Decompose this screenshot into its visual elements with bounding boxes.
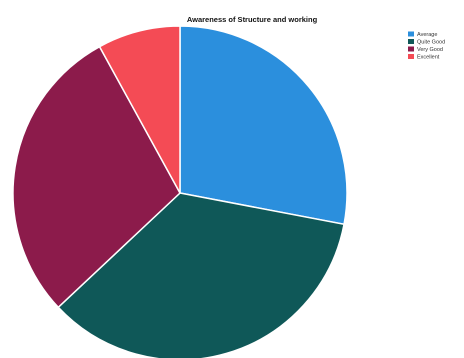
pie-slices (12, 25, 348, 358)
chart-title: Awareness of Structure and working (187, 15, 318, 24)
legend-swatch-excellent (408, 54, 414, 59)
legend-label-excellent: Excellent (417, 55, 440, 61)
legend-swatch-quite-good (408, 39, 414, 44)
legend-label-average: Average (417, 32, 437, 38)
legend-label-very-good: Very Good (417, 47, 443, 53)
pie-slice-quite-good (57, 192, 345, 358)
pie-slice-average (179, 25, 348, 226)
legend-swatch-very-good (408, 46, 414, 52)
pie-slice-excellent (98, 25, 181, 194)
pie-slice-very-good (12, 45, 181, 309)
legend-label-quite-good: Quite Good (417, 40, 445, 46)
legend-swatch-average (408, 31, 414, 37)
